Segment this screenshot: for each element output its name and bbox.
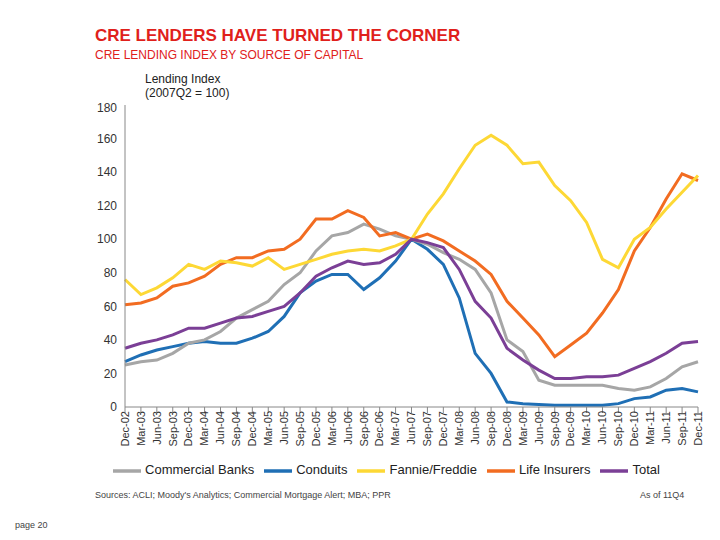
svg-text:Dec-06: Dec-06 — [373, 411, 385, 446]
svg-text:Dec-10: Dec-10 — [628, 411, 640, 446]
svg-text:Jun-08: Jun-08 — [469, 411, 481, 445]
svg-text:Dec-08: Dec-08 — [501, 411, 513, 446]
html-text:Commercial Banks: Commercial Banks — [145, 462, 255, 478]
svg-text:Jun-11: Jun-11 — [660, 411, 672, 444]
svg-text:Jun-10: Jun-10 — [596, 411, 608, 445]
svg-text:Mar-03: Mar-03 — [135, 411, 147, 446]
svg-text:Sep-06: Sep-06 — [358, 411, 370, 446]
html-text:Fannie/Freddie: Fannie/Freddie — [389, 462, 477, 478]
svg-text:Mar-10: Mar-10 — [580, 411, 592, 446]
svg-text:140: 140 — [97, 165, 117, 179]
svg-text:Dec-04: Dec-04 — [246, 411, 258, 446]
svg-text:Sep-04: Sep-04 — [230, 411, 242, 446]
svg-text:Sep-11: Sep-11 — [676, 411, 688, 446]
svg-text:Mar-05: Mar-05 — [262, 411, 274, 446]
html-text:CRE LENDING INDEX BY SOURCE OF: CRE LENDING INDEX BY SOURCE OF CAPITAL — [95, 48, 364, 62]
html-text:page 20: page 20 — [15, 520, 48, 530]
svg-text:20: 20 — [104, 367, 118, 381]
html-text:Lending Index: Lending Index — [145, 72, 221, 86]
svg-text:Dec-11: Dec-11 — [692, 411, 704, 446]
svg-text:Mar-07: Mar-07 — [389, 411, 401, 446]
svg-text:80: 80 — [104, 266, 118, 280]
svg-text:Mar-09: Mar-09 — [517, 411, 529, 446]
svg-text:Jun-06: Jun-06 — [342, 411, 354, 445]
html-text:Total: Total — [632, 462, 660, 478]
svg-text:Sep-05: Sep-05 — [294, 411, 306, 446]
svg-text:40: 40 — [104, 333, 118, 347]
svg-text:Jun-07: Jun-07 — [405, 411, 417, 445]
svg-text:160: 160 — [97, 132, 117, 146]
svg-text:180: 180 — [97, 101, 117, 115]
svg-text:Jun-05: Jun-05 — [278, 411, 290, 445]
svg-text:Mar-08: Mar-08 — [453, 411, 465, 446]
svg-text:Dec-07: Dec-07 — [437, 411, 449, 446]
html-text:(2007Q2 = 100): (2007Q2 = 100) — [145, 86, 230, 100]
html-text:Conduits: Conduits — [296, 462, 348, 478]
html-text:CRE LENDERS HAVE TURNED THE CO: CRE LENDERS HAVE TURNED THE CORNER — [95, 26, 461, 45]
svg-text:Dec-09: Dec-09 — [564, 411, 576, 446]
html-text:As of 11Q4: As of 11Q4 — [640, 490, 685, 500]
svg-text:Dec-03: Dec-03 — [182, 411, 194, 446]
html-text:Sources: ACLI; Moody's Analyti: Sources: ACLI; Moody's Analytics; Commer… — [95, 490, 391, 500]
svg-text:Jun-09: Jun-09 — [533, 411, 545, 445]
svg-text:0: 0 — [110, 400, 117, 414]
svg-text:Sep-10: Sep-10 — [612, 411, 624, 446]
svg-text:Sep-03: Sep-03 — [167, 411, 179, 446]
svg-text:Jun-03: Jun-03 — [151, 411, 163, 445]
svg-text:Sep-08: Sep-08 — [485, 411, 497, 446]
html-text:Life Insurers: Life Insurers — [518, 462, 591, 478]
svg-text:Dec-02: Dec-02 — [119, 411, 131, 446]
svg-text:120: 120 — [97, 199, 117, 213]
svg-text:Mar-11: Mar-11 — [644, 411, 656, 445]
svg-text:Dec-05: Dec-05 — [310, 411, 322, 446]
svg-text:Sep-07: Sep-07 — [421, 411, 433, 446]
svg-text:Mar-06: Mar-06 — [326, 411, 338, 446]
svg-text:Mar-04: Mar-04 — [198, 411, 210, 446]
svg-text:Jun-04: Jun-04 — [214, 411, 226, 445]
svg-text:60: 60 — [104, 300, 118, 314]
svg-text:100: 100 — [97, 232, 117, 246]
svg-text:Sep-09: Sep-09 — [549, 411, 561, 446]
